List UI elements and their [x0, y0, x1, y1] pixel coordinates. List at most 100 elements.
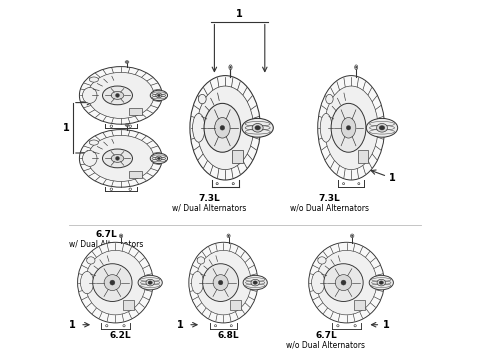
Ellipse shape — [229, 65, 232, 69]
Ellipse shape — [320, 113, 332, 142]
Text: 1: 1 — [383, 320, 389, 330]
Ellipse shape — [196, 250, 251, 315]
Ellipse shape — [203, 264, 239, 301]
Bar — [123, 300, 134, 310]
Text: 1: 1 — [389, 173, 396, 183]
Ellipse shape — [126, 125, 128, 126]
Text: 1: 1 — [236, 9, 243, 19]
Ellipse shape — [318, 257, 326, 264]
Ellipse shape — [79, 67, 162, 124]
Circle shape — [358, 183, 360, 185]
Ellipse shape — [355, 65, 358, 69]
Circle shape — [220, 126, 225, 130]
Circle shape — [346, 126, 351, 130]
Ellipse shape — [377, 279, 386, 286]
Bar — [129, 171, 142, 178]
Ellipse shape — [198, 94, 206, 104]
Bar — [230, 300, 241, 310]
Text: w/ Dual Alternators: w/ Dual Alternators — [172, 203, 246, 212]
Ellipse shape — [89, 77, 98, 82]
Circle shape — [116, 157, 120, 160]
Ellipse shape — [213, 275, 228, 291]
Ellipse shape — [79, 130, 162, 187]
Ellipse shape — [189, 242, 258, 323]
Ellipse shape — [335, 275, 352, 291]
Ellipse shape — [324, 86, 378, 170]
Circle shape — [110, 280, 115, 285]
Ellipse shape — [157, 94, 160, 96]
Circle shape — [343, 183, 344, 185]
Ellipse shape — [190, 76, 261, 180]
Circle shape — [123, 325, 125, 327]
Bar — [129, 108, 142, 115]
Ellipse shape — [230, 66, 231, 68]
Ellipse shape — [192, 271, 203, 294]
Ellipse shape — [125, 124, 129, 126]
Ellipse shape — [88, 72, 154, 118]
Ellipse shape — [379, 126, 385, 130]
Circle shape — [341, 280, 346, 285]
Text: 1: 1 — [69, 320, 76, 330]
Ellipse shape — [77, 242, 153, 323]
Circle shape — [129, 188, 131, 190]
Ellipse shape — [82, 150, 97, 166]
Ellipse shape — [351, 235, 353, 237]
Circle shape — [219, 280, 223, 285]
Ellipse shape — [193, 113, 205, 142]
Ellipse shape — [197, 86, 253, 170]
Ellipse shape — [318, 76, 385, 180]
Ellipse shape — [316, 250, 377, 315]
Bar — [354, 300, 366, 310]
Ellipse shape — [150, 153, 168, 163]
Ellipse shape — [227, 234, 230, 238]
Ellipse shape — [376, 123, 388, 132]
Ellipse shape — [126, 62, 128, 63]
Ellipse shape — [88, 135, 154, 181]
Ellipse shape — [157, 157, 160, 159]
Text: 1: 1 — [177, 320, 184, 330]
Ellipse shape — [146, 279, 154, 286]
Text: w/o Dual Alternators: w/o Dual Alternators — [287, 340, 366, 349]
Ellipse shape — [120, 234, 123, 238]
Ellipse shape — [326, 94, 333, 104]
Circle shape — [232, 183, 234, 185]
Ellipse shape — [111, 91, 124, 99]
Circle shape — [230, 325, 232, 327]
Text: 6.8L: 6.8L — [218, 331, 240, 340]
Circle shape — [116, 94, 120, 97]
Ellipse shape — [111, 154, 124, 162]
Text: 7.3L: 7.3L — [318, 194, 341, 203]
Ellipse shape — [341, 117, 356, 138]
Circle shape — [337, 325, 339, 327]
Ellipse shape — [150, 90, 168, 100]
Ellipse shape — [89, 140, 98, 145]
Ellipse shape — [356, 66, 357, 68]
Ellipse shape — [350, 234, 354, 238]
Ellipse shape — [312, 271, 325, 294]
Text: w/ Dual Alternators: w/ Dual Alternators — [69, 239, 144, 248]
Bar — [358, 150, 368, 163]
Ellipse shape — [243, 275, 267, 290]
Circle shape — [110, 125, 113, 127]
Ellipse shape — [379, 281, 383, 284]
Circle shape — [110, 188, 113, 190]
Ellipse shape — [80, 271, 94, 294]
Text: 6.2L: 6.2L — [110, 331, 132, 340]
Text: 1: 1 — [63, 123, 70, 133]
Ellipse shape — [87, 257, 95, 264]
Ellipse shape — [138, 275, 162, 290]
Text: w/o Dual Alternators: w/o Dual Alternators — [290, 203, 369, 212]
Ellipse shape — [156, 93, 162, 98]
Ellipse shape — [324, 264, 363, 301]
Circle shape — [354, 325, 356, 327]
Text: 7.3L: 7.3L — [198, 194, 220, 203]
Ellipse shape — [82, 87, 97, 103]
Circle shape — [215, 325, 217, 327]
Ellipse shape — [309, 242, 384, 323]
Ellipse shape — [251, 279, 259, 286]
Ellipse shape — [102, 86, 132, 105]
Ellipse shape — [367, 118, 398, 137]
Circle shape — [129, 125, 131, 127]
Ellipse shape — [125, 61, 129, 63]
Ellipse shape — [104, 275, 121, 291]
